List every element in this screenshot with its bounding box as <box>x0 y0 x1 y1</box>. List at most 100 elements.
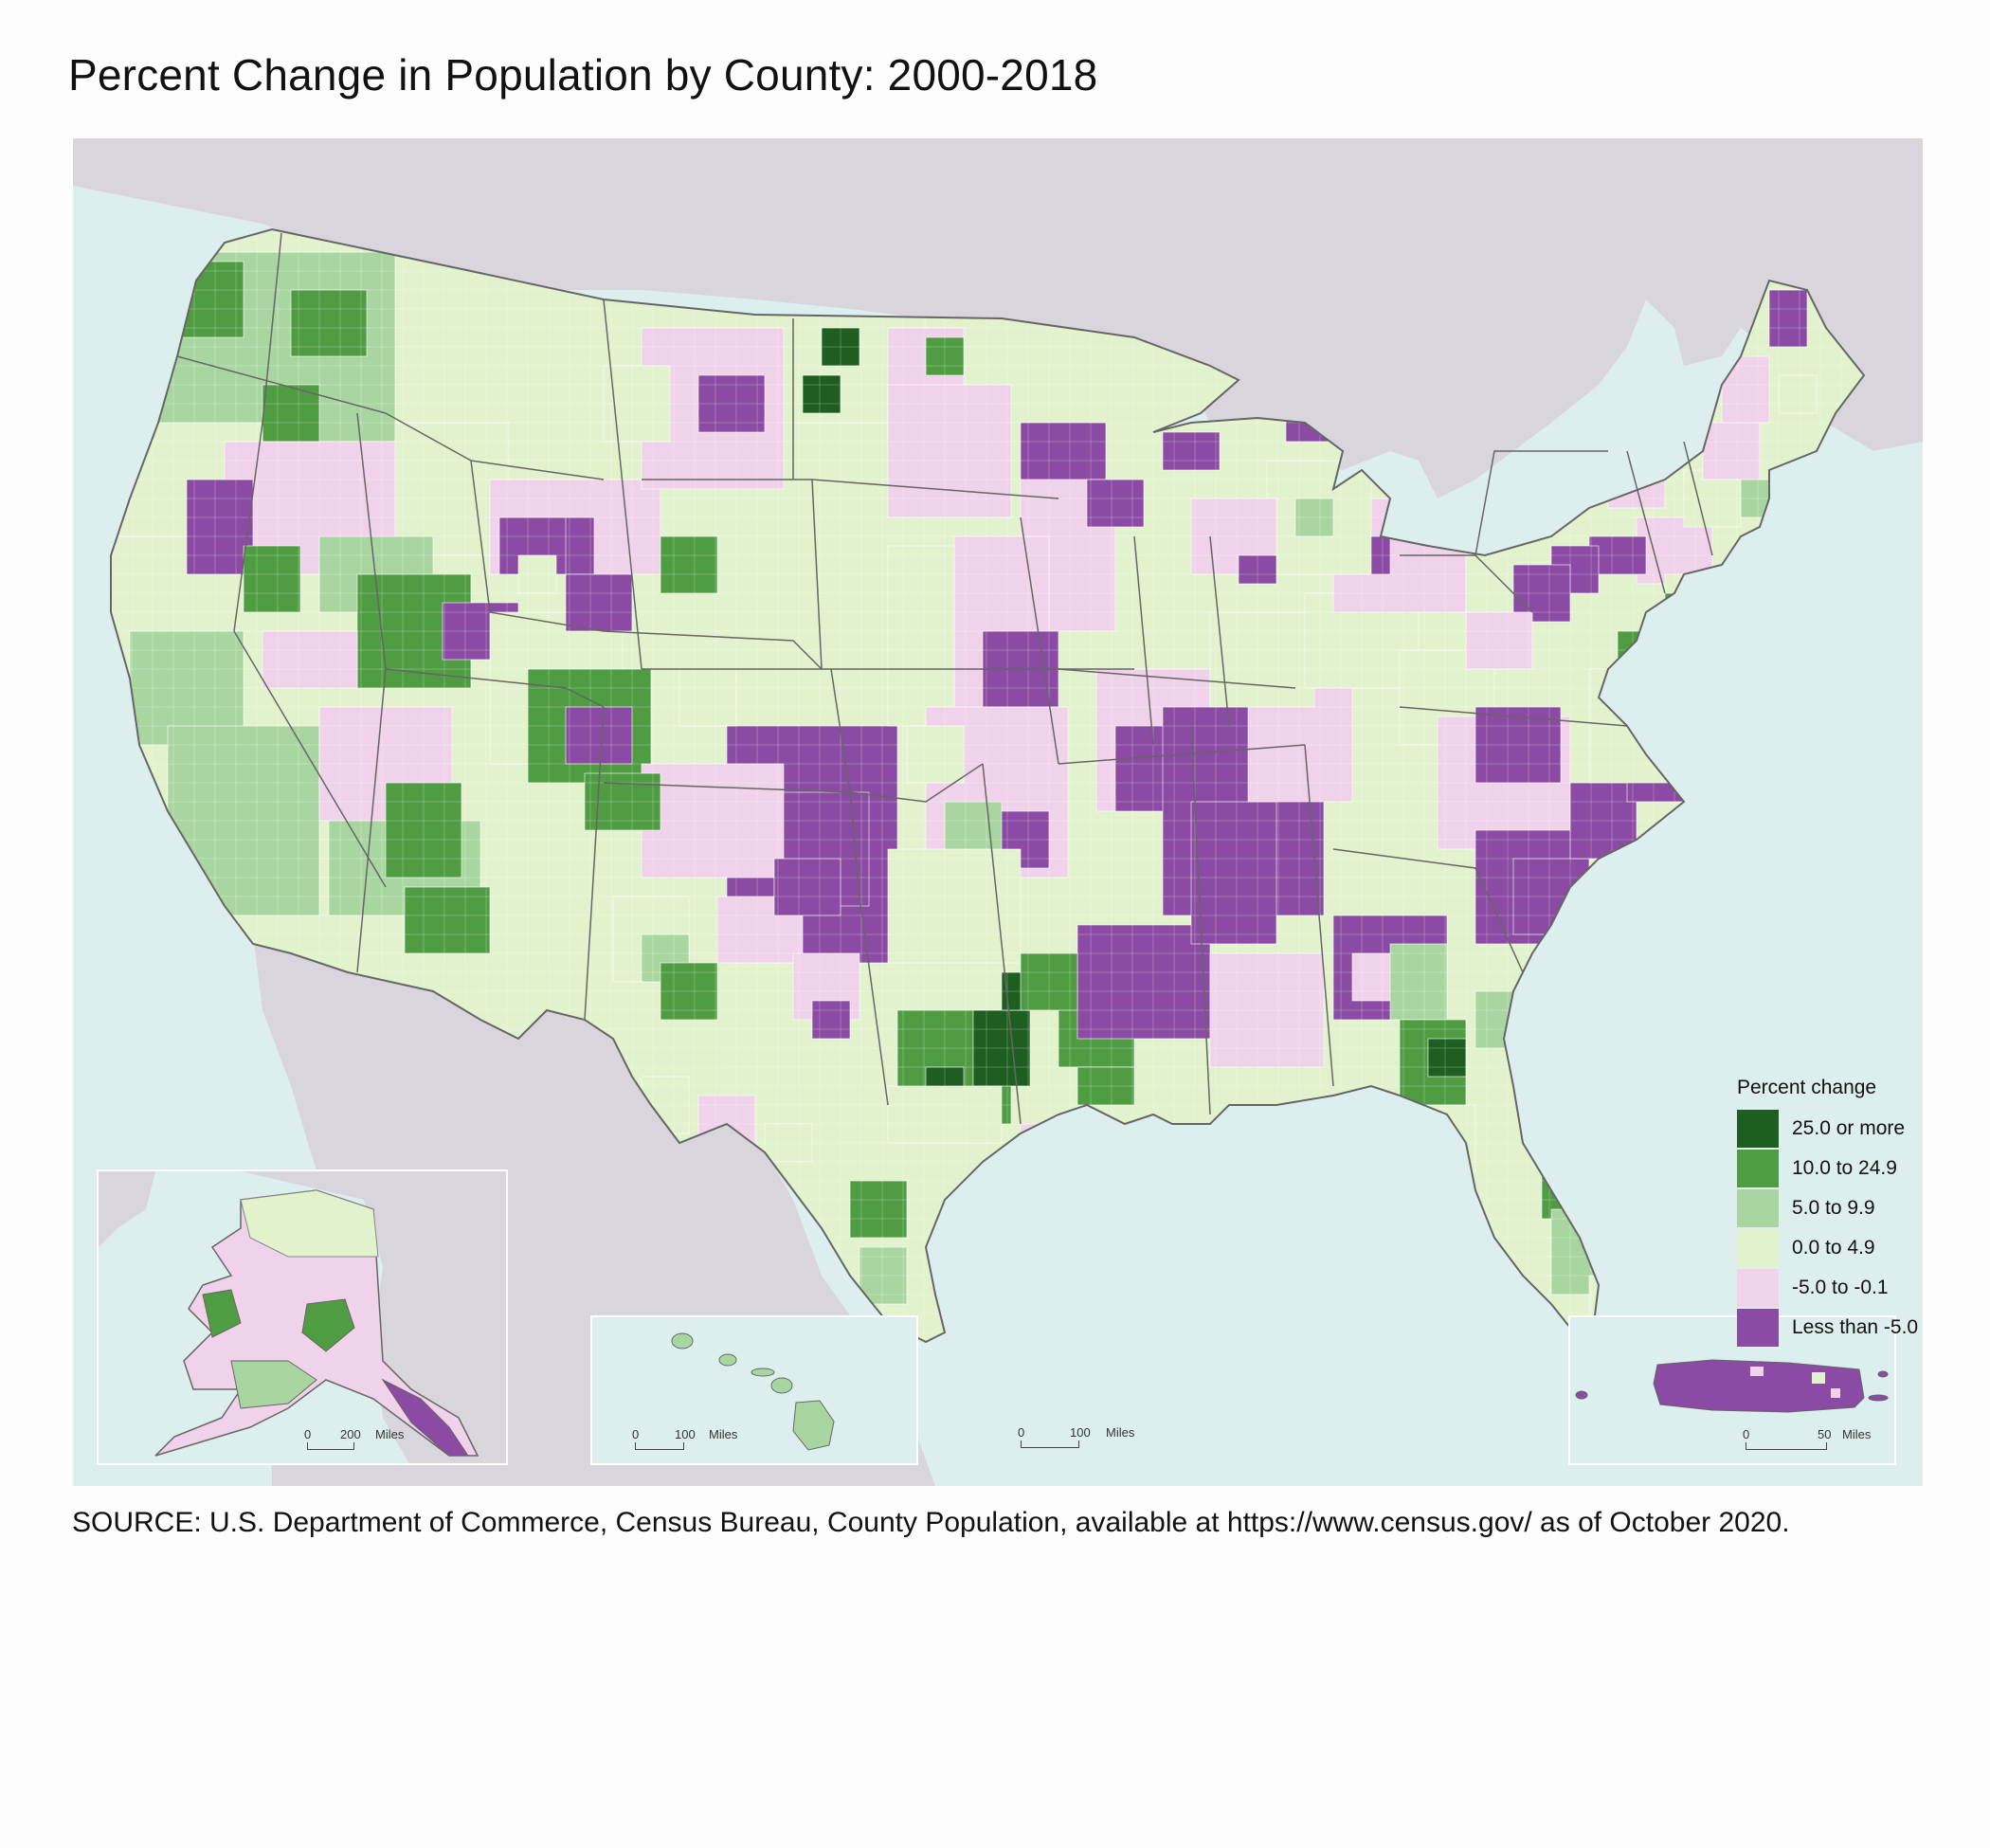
county-region <box>1740 535 1808 594</box>
puerto-rico-inset[interactable]: 0 50 Miles <box>1568 1315 1896 1465</box>
conus-scale-unit: Miles <box>1106 1425 1135 1440</box>
legend-label: 0.0 to 4.9 <box>1792 1237 1875 1259</box>
alaska-west-region <box>202 1289 242 1338</box>
state-border-line <box>233 630 387 888</box>
pr-scale-bar <box>1746 1442 1827 1450</box>
pr-scalebar: 0 50 Miles <box>1743 1427 1894 1456</box>
legend-title: Percent change <box>1737 1077 1877 1098</box>
map-frame[interactable]: 0 200 Miles 0 100 Miles 0 100 Miles <box>73 138 1923 1486</box>
puerto-rico-shape[interactable] <box>1653 1359 1865 1413</box>
state-border-line <box>1020 516 1059 765</box>
county-region <box>773 858 841 916</box>
conus-scalebar: 0 100 Miles <box>1018 1425 1153 1454</box>
county-region <box>565 706 633 765</box>
county-region <box>1664 592 1694 632</box>
alaska-scale-value: 200 <box>340 1427 361 1441</box>
county-region <box>1607 896 1685 973</box>
county-region <box>1569 990 1609 1040</box>
legend-item: 5.0 to 9.9 <box>1737 1188 1918 1228</box>
state-border-line <box>1474 450 1608 556</box>
pr-scale-value: 50 <box>1818 1427 1832 1441</box>
county-region <box>660 535 718 594</box>
alaska-inset[interactable]: 0 200 Miles <box>97 1169 508 1465</box>
county-region <box>1617 630 1647 689</box>
county-region <box>1607 450 1666 509</box>
vieques-island <box>1868 1394 1889 1402</box>
legend-swatch <box>1737 1309 1779 1347</box>
conus-scale-zero: 0 <box>1018 1425 1025 1440</box>
county-region <box>1550 1208 1609 1295</box>
state-border-line <box>1058 744 1306 765</box>
county-region <box>167 261 244 338</box>
county-region <box>887 384 1012 518</box>
big-island <box>792 1400 835 1451</box>
county-region <box>404 886 491 954</box>
county-region <box>1768 289 1808 348</box>
state-border-line <box>1133 535 1154 746</box>
maui-island <box>770 1377 793 1394</box>
page-title: Percent Change in Population by County: … <box>68 50 1098 100</box>
conus-map[interactable] <box>73 138 1923 1486</box>
legend-swatch <box>1737 1189 1779 1227</box>
county-region <box>1541 1076 1666 1220</box>
hawaii-scale-bar <box>635 1442 684 1450</box>
legend-swatch <box>1737 1269 1779 1307</box>
county-region <box>1664 573 1732 632</box>
legend-item: 0.0 to 4.9 <box>1737 1228 1918 1268</box>
county-region <box>1209 611 1315 708</box>
legend-item: Less than -5.0 <box>1737 1308 1918 1348</box>
conus-outline <box>110 227 1866 1344</box>
pr-light-county-3 <box>1831 1388 1840 1398</box>
county-region <box>1702 422 1761 480</box>
county-region <box>1370 1104 1476 1172</box>
legend-item: 25.0 or more <box>1737 1109 1918 1149</box>
pr-scale-zero: 0 <box>1743 1427 1750 1441</box>
legend-label: Less than -5.0 <box>1792 1316 1919 1338</box>
conus-scale-value: 100 <box>1070 1425 1091 1440</box>
russia-inset-land <box>99 1171 155 1247</box>
legend-swatch <box>1737 1229 1779 1267</box>
alaska-scale-bar <box>307 1442 354 1450</box>
legend-swatch <box>1737 1110 1779 1148</box>
state-border-line <box>1190 725 1211 1115</box>
legend-label: 25.0 or more <box>1792 1117 1906 1139</box>
county-region <box>1076 924 1211 1040</box>
state-border-line <box>849 763 984 803</box>
hawaii-scale-unit: Miles <box>709 1427 738 1441</box>
hawaii-scale-value: 100 <box>675 1427 696 1441</box>
county-region <box>290 289 368 357</box>
mona-island <box>1575 1390 1588 1400</box>
county-region <box>1550 1009 1600 1068</box>
state-border-line <box>1626 450 1666 594</box>
state-border-line <box>1209 535 1230 727</box>
county-region <box>944 801 1003 850</box>
county-region <box>906 725 965 784</box>
alaska-scale-zero: 0 <box>304 1427 312 1441</box>
hawaii-scalebar: 0 100 Miles <box>632 1427 768 1456</box>
county-region <box>186 479 254 575</box>
county-region <box>1427 1038 1467 1078</box>
county-region <box>1541 962 1647 1040</box>
state-border-line <box>1399 706 1628 727</box>
county-region <box>887 545 955 727</box>
state-border-line <box>1304 744 1334 1087</box>
hawaii-inset[interactable]: 0 100 Miles <box>590 1315 918 1465</box>
culebra-island <box>1877 1370 1889 1378</box>
state-border-line <box>982 763 1022 1125</box>
county-region <box>1190 801 1277 945</box>
kauai-island <box>671 1332 694 1350</box>
county-region <box>1778 374 1818 414</box>
legend: Percent change 25.0 or more 10.0 to 24.9… <box>1737 1077 1918 1348</box>
state-border-line <box>176 355 387 414</box>
county-region <box>1020 422 1107 490</box>
alaska-southwest <box>230 1360 317 1409</box>
alaska-north-region <box>240 1189 379 1258</box>
alaska-scalebar: 0 200 Miles <box>304 1427 440 1456</box>
county-region <box>887 848 1022 964</box>
pr-light-county-2 <box>1812 1372 1825 1384</box>
county-region <box>802 374 841 414</box>
county-region <box>262 630 358 689</box>
county-region <box>565 573 633 632</box>
legend-label: 10.0 to 24.9 <box>1792 1157 1897 1179</box>
oahu-island <box>718 1353 737 1367</box>
